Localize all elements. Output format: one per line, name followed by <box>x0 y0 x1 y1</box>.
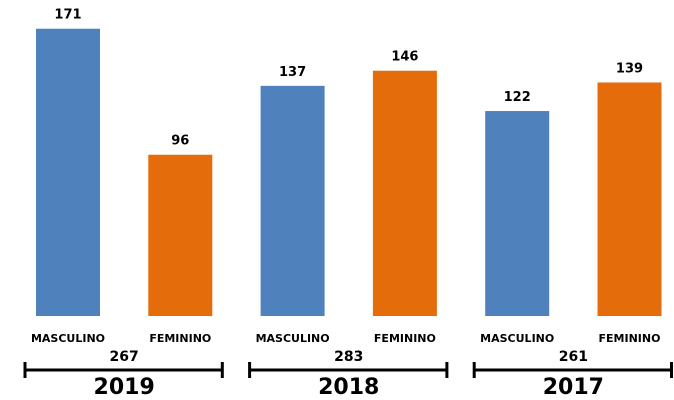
bar <box>36 28 100 316</box>
value-label: 139 <box>616 61 643 76</box>
bar <box>372 70 437 316</box>
category-label: MASCULINO <box>31 332 105 345</box>
category-label: MASCULINO <box>256 332 330 345</box>
bar <box>597 82 662 316</box>
category-label: FEMININO <box>374 332 436 345</box>
value-label: 146 <box>391 50 418 65</box>
group-label: 2017 <box>543 375 604 400</box>
value-label: 137 <box>279 65 306 80</box>
category-label: FEMININO <box>149 332 211 345</box>
bar <box>148 154 213 316</box>
bar <box>485 111 550 316</box>
group-label: 2018 <box>318 375 379 400</box>
group-label: 2019 <box>94 375 155 400</box>
group-total: 261 <box>559 349 588 365</box>
value-label: 171 <box>54 8 81 23</box>
value-label: 122 <box>504 90 531 105</box>
group-total: 267 <box>110 349 139 365</box>
category-label: MASCULINO <box>480 332 554 345</box>
group-total: 283 <box>334 349 363 365</box>
category-label: FEMININO <box>599 332 661 345</box>
value-label: 96 <box>171 134 189 149</box>
bar <box>260 85 325 316</box>
